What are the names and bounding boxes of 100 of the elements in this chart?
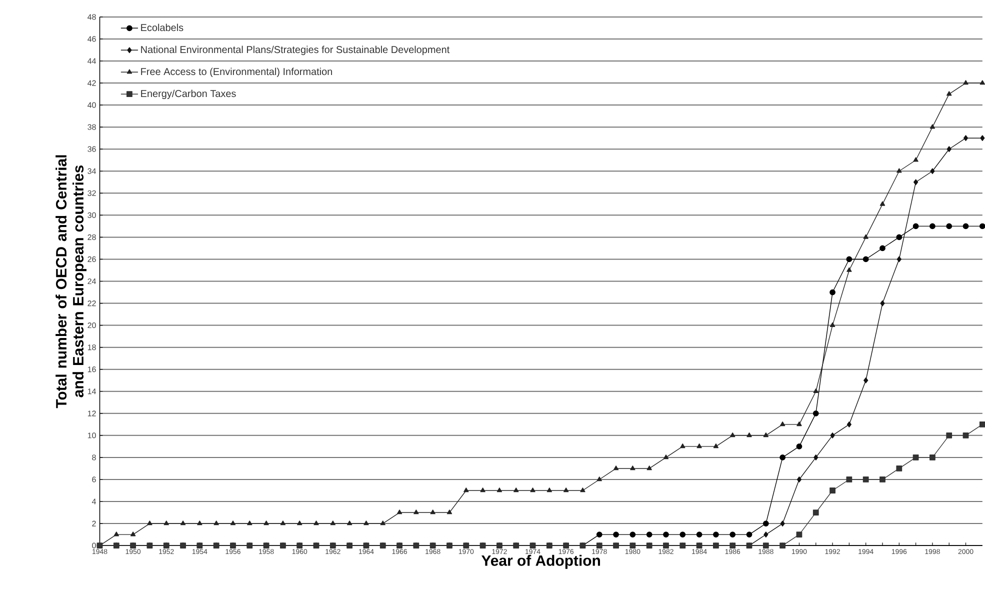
- point: [414, 509, 419, 514]
- point: [896, 465, 902, 472]
- point: [214, 520, 219, 525]
- point: [913, 156, 918, 162]
- point: [862, 256, 869, 262]
- point: [314, 520, 319, 525]
- point: [746, 432, 752, 437]
- point: [546, 487, 552, 492]
- point: [596, 476, 602, 481]
- point: [296, 520, 302, 525]
- point: [247, 520, 252, 525]
- point: [780, 454, 786, 460]
- point: [730, 432, 736, 437]
- point: [464, 487, 469, 492]
- point: [830, 487, 836, 494]
- point: [663, 531, 669, 538]
- point: [696, 443, 702, 448]
- point: [846, 476, 852, 482]
- point: [530, 487, 536, 492]
- point: [713, 531, 719, 538]
- point: [846, 256, 852, 262]
- point: [364, 520, 369, 525]
- point: [514, 487, 519, 492]
- point: [812, 410, 819, 416]
- point: [496, 487, 502, 492]
- point: [962, 432, 969, 438]
- legend-label: National Environmental Plans/Strategies for Sustainable Development: [141, 46, 450, 55]
- point: [796, 421, 802, 426]
- point: [864, 377, 868, 384]
- point: [863, 234, 868, 239]
- point: [763, 432, 769, 437]
- point: [862, 476, 869, 482]
- point: [963, 134, 968, 141]
- point: [880, 300, 885, 306]
- point: [796, 531, 802, 538]
- point: [812, 509, 819, 516]
- point: [147, 520, 152, 525]
- point: [780, 520, 785, 526]
- point: [380, 520, 386, 525]
- point: [846, 267, 852, 272]
- point: [896, 256, 902, 262]
- point: [796, 476, 802, 482]
- point: [896, 168, 902, 173]
- point: [280, 520, 286, 525]
- point: [979, 421, 985, 428]
- point: [946, 146, 952, 152]
- point: [764, 531, 768, 538]
- point: [330, 520, 336, 525]
- point: [946, 90, 952, 96]
- point: [814, 454, 818, 460]
- point: [646, 531, 652, 538]
- point: [696, 531, 702, 538]
- point: [180, 520, 186, 525]
- point: [780, 542, 786, 548]
- legend-label: Ecolabels: [141, 24, 184, 31]
- y-axis-title: Total number of OECD and Centrial and Eastern European countries: [56, 155, 86, 408]
- point: [613, 465, 619, 470]
- point: [114, 531, 119, 536]
- point: [197, 520, 202, 525]
- point: [130, 531, 136, 536]
- legend-label: Energy/Carbon Taxes: [141, 90, 236, 99]
- point: [830, 322, 836, 327]
- x-axis-title: Year of Adoption: [481, 554, 600, 569]
- point: [846, 421, 852, 428]
- point: [563, 487, 569, 492]
- point: [963, 80, 968, 84]
- point: [630, 531, 636, 538]
- legend-label: Free Access to (Environmental) Information: [141, 68, 332, 77]
- point: [946, 432, 952, 438]
- point: [780, 421, 786, 426]
- point: [830, 432, 835, 438]
- point: [813, 388, 818, 393]
- point: [930, 454, 936, 460]
- point: [762, 542, 769, 548]
- point: [880, 201, 886, 206]
- point: [762, 520, 769, 526]
- point: [346, 520, 352, 525]
- point: [946, 223, 952, 229]
- point: [663, 454, 669, 459]
- point: [980, 134, 985, 141]
- point: [880, 476, 886, 482]
- point: [646, 465, 652, 470]
- point: [630, 465, 636, 470]
- point: [446, 509, 452, 514]
- point: [430, 509, 436, 514]
- point: [914, 178, 918, 185]
- point: [480, 487, 486, 492]
- point: [746, 531, 752, 538]
- point: [979, 223, 985, 229]
- point: [680, 531, 686, 538]
- point: [896, 234, 902, 240]
- point: [164, 520, 169, 525]
- point: [680, 443, 686, 448]
- point: [930, 168, 935, 174]
- point: [396, 509, 402, 514]
- point: [962, 223, 969, 229]
- point: [796, 443, 802, 450]
- point: [930, 124, 936, 129]
- point: [713, 443, 719, 448]
- point: [880, 245, 886, 251]
